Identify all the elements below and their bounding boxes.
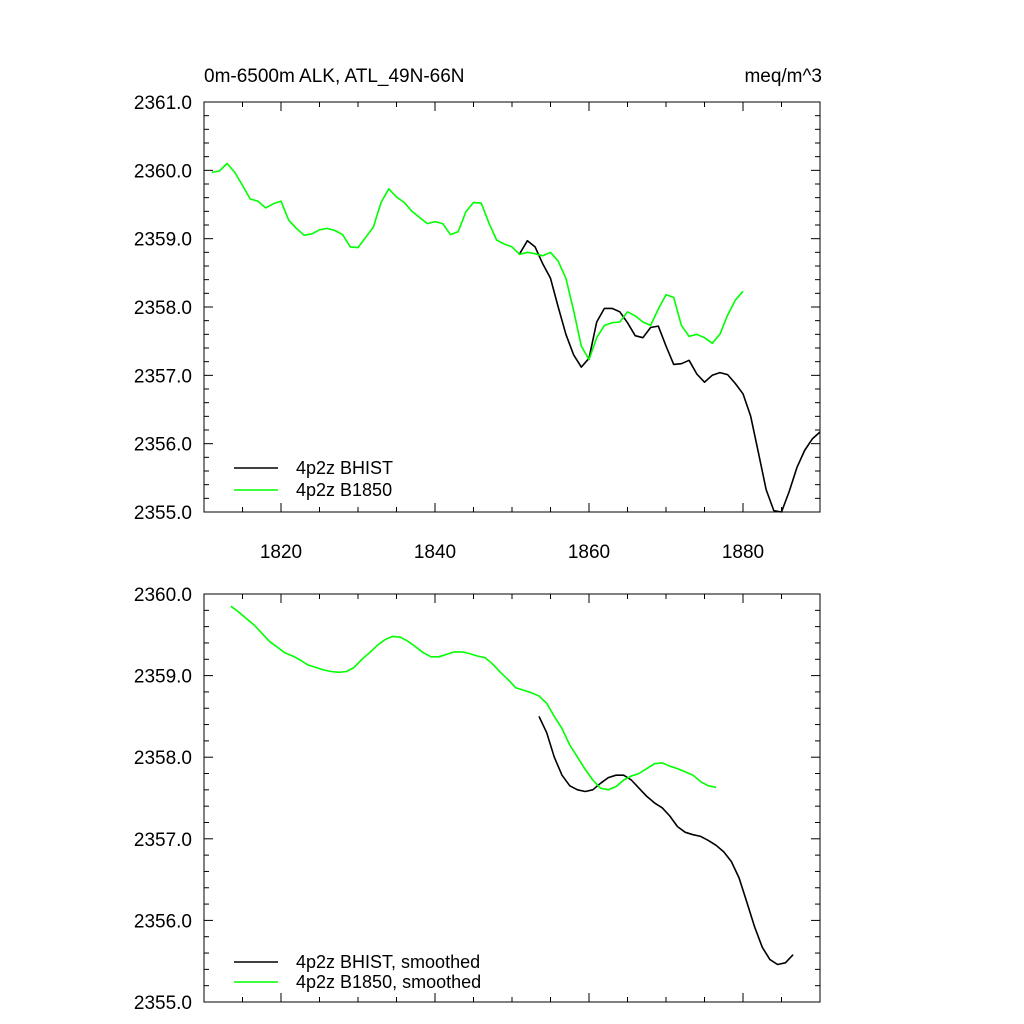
legend-label: 4p2z B1850, smoothed — [296, 972, 481, 992]
x-tick-label: 1820 — [260, 542, 302, 563]
y-tick-label: 2359.0 — [134, 667, 192, 688]
x-tick-label: 1880 — [722, 542, 764, 563]
bottom-panel: 2355.0 2356.0 2357.0 2358.0 2359.0 2360.0 4p2z… — [134, 585, 821, 1014]
legend-label: 4p2z BHIST — [296, 458, 393, 478]
top-panel: 0m-6500m ALK, ATL_49N-66N meq/m^3 1820 18… — [134, 66, 822, 563]
y-tick-label: 2355.0 — [134, 503, 192, 524]
y-tick-label: 2358.0 — [134, 748, 192, 769]
y-tick-label: 2357.0 — [134, 830, 192, 851]
plot-frame — [203, 101, 821, 513]
series-line-b1850 — [211, 162, 744, 361]
y-tick-label: 2360.0 — [134, 585, 192, 606]
series-line-b1850 — [230, 605, 717, 791]
y-tick-label: 2358.0 — [134, 298, 192, 319]
y-tick-label: 2360.0 — [134, 161, 192, 182]
panel-title-right: meq/m^3 — [744, 66, 822, 87]
series-line-bhist — [519, 239, 821, 513]
y-tick-label: 2356.0 — [134, 435, 192, 456]
panel-title-left: 0m-6500m ALK, ATL_49N-66N — [204, 66, 465, 87]
x-tick-label: 1860 — [568, 542, 610, 563]
plot-frame — [203, 593, 821, 1003]
y-tick-label: 2356.0 — [134, 911, 192, 932]
y-tick-label: 2359.0 — [134, 230, 192, 251]
y-tick-label: 2355.0 — [134, 993, 192, 1014]
legend-label: 4p2z B1850 — [296, 480, 392, 500]
x-tick-label: 1840 — [414, 542, 456, 563]
y-tick-label: 2361.0 — [134, 93, 192, 114]
y-tick-label: 2357.0 — [134, 366, 192, 387]
legend-label: 4p2z BHIST, smoothed — [296, 952, 480, 972]
series-line-bhist — [538, 716, 794, 966]
